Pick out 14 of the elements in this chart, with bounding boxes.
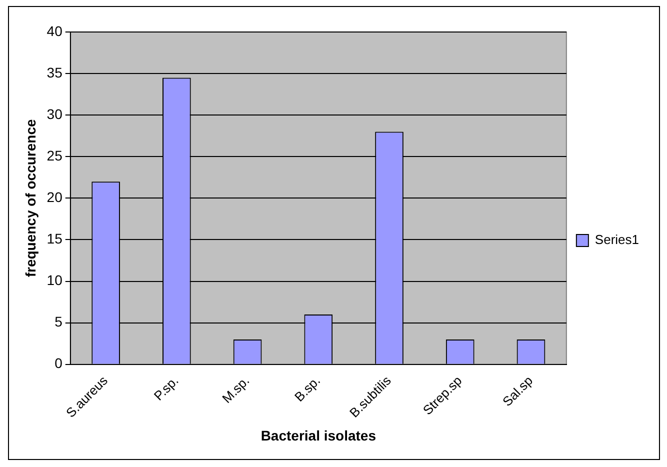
x-tick-label: P.sp.: [150, 372, 182, 404]
x-tick-label: B.sp.: [291, 372, 324, 404]
y-tick-label: 10: [46, 272, 63, 288]
y-axis-title: frequency of occurence: [22, 119, 38, 278]
legend-label: Series1: [594, 232, 639, 248]
y-tick-label: 35: [46, 64, 63, 80]
y-tick-label: 30: [46, 106, 63, 122]
x-axis-title: Bacterial isolates: [260, 427, 376, 444]
y-tick-label: 20: [46, 189, 63, 206]
y-tick-label: 25: [46, 148, 63, 164]
y-tick-label: 40: [46, 22, 63, 39]
y-tick-label: 15: [46, 230, 63, 247]
y-tick-label: 0: [54, 355, 63, 372]
y-tick-label: 5: [54, 314, 63, 330]
